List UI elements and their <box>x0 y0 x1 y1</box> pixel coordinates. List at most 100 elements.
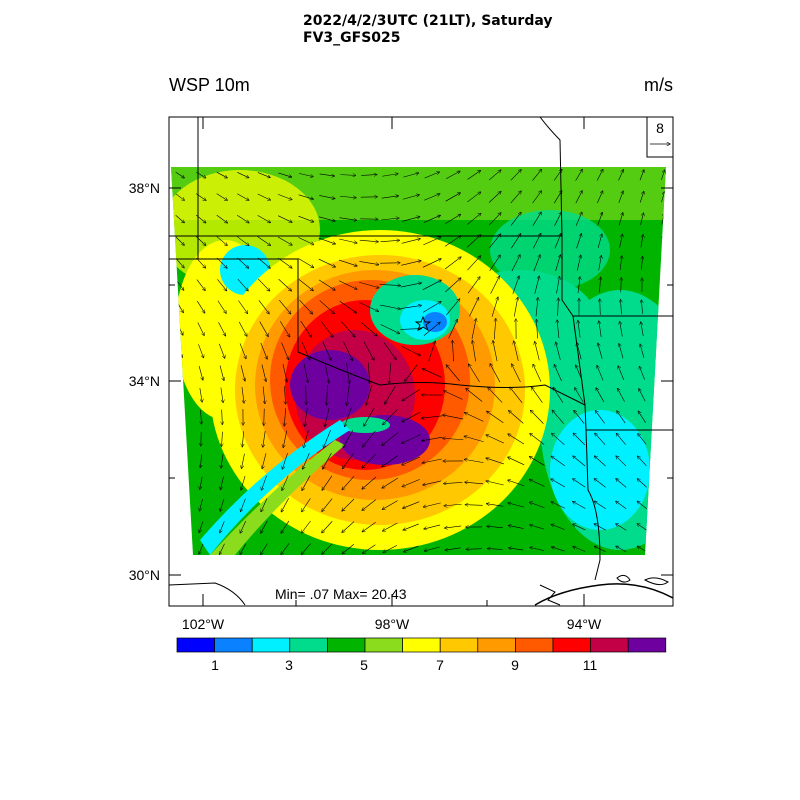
wind-vector <box>445 547 461 550</box>
wind-vector <box>218 322 226 335</box>
wind-vector <box>428 341 436 361</box>
wind-vector <box>298 258 313 267</box>
wind-vector <box>379 284 401 285</box>
wind-vector <box>216 193 228 201</box>
wind-vector <box>487 504 504 507</box>
colorbar-label-1: 1 <box>211 657 219 673</box>
wind-vector <box>509 411 524 424</box>
title-line-2: FV3_GFS025 <box>303 30 401 46</box>
wind-vector <box>452 341 453 362</box>
wind-vector <box>260 342 267 359</box>
wind-vector <box>178 521 182 532</box>
wind-vector <box>340 321 355 337</box>
wind-vector <box>662 323 665 336</box>
wind-vector <box>368 362 370 384</box>
wind-vector <box>199 387 202 402</box>
wind-vector <box>551 456 565 467</box>
wind-vector <box>239 343 246 358</box>
wind-vector <box>638 411 646 423</box>
wind-vector <box>445 278 460 293</box>
wind-vector <box>303 452 310 469</box>
wind-vector <box>222 431 223 447</box>
wind-vector <box>660 389 666 401</box>
wind-vector <box>424 524 441 529</box>
wind-vector <box>575 212 582 226</box>
wind-vector <box>361 175 377 176</box>
wind-vector <box>597 191 602 204</box>
wind-vector <box>303 430 309 447</box>
wind-vector <box>257 193 271 200</box>
wind-vector <box>219 365 224 381</box>
wind-vector <box>319 195 334 198</box>
wind-vector <box>363 341 374 360</box>
lat-label-30n: 30°N <box>129 567 160 583</box>
wind-vector <box>422 415 443 418</box>
wind-vector <box>616 456 627 467</box>
wind-vector <box>380 324 400 333</box>
title-line-1: 2022/4/2/3UTC (21LT), Saturday <box>303 13 553 29</box>
wind-vector <box>530 547 544 551</box>
wind-vector <box>487 526 503 528</box>
wind-vector <box>281 498 289 511</box>
wind-vector <box>261 364 266 382</box>
map-title: 2022/4/2/3UTC (21LT), Saturday FV3_GFS02… <box>303 13 552 47</box>
wind-vector <box>445 214 460 224</box>
wind-vector <box>577 277 580 294</box>
wind-vector <box>383 522 398 531</box>
wind-vector <box>381 218 399 221</box>
wind-vector <box>298 279 313 290</box>
wind-vector <box>619 234 623 248</box>
wind-vector <box>641 256 642 270</box>
colorbar-swatch <box>327 637 366 653</box>
wind-vector <box>257 257 270 268</box>
wind-vector <box>323 430 331 448</box>
wind-vector <box>196 279 205 291</box>
wind-vector <box>639 191 644 203</box>
colorbar-swatch <box>402 637 441 653</box>
wind-vector <box>532 387 543 403</box>
wind-vector <box>423 480 442 485</box>
wind-vector <box>445 236 461 247</box>
wind-vector <box>300 320 312 337</box>
wind-vector <box>175 215 185 223</box>
wind-vector <box>529 479 545 487</box>
wind-vector <box>594 501 606 509</box>
wind-vector <box>175 193 185 201</box>
wind-vector <box>179 499 182 510</box>
wind-vector <box>465 505 483 506</box>
wind-vector <box>535 342 540 361</box>
wind-vector <box>362 499 377 511</box>
wind-vector <box>325 407 330 427</box>
wind-vector <box>380 240 400 241</box>
wind-vector <box>578 321 581 338</box>
wind-vector <box>486 458 504 465</box>
wind-vector <box>301 520 311 533</box>
wind-vector <box>338 259 357 266</box>
wind-vector <box>576 255 581 271</box>
longitude-ticks <box>202 117 585 606</box>
wind-vector <box>177 366 182 380</box>
wind-vector <box>510 191 521 204</box>
wind-vector <box>424 172 440 179</box>
wind-vector <box>621 300 622 315</box>
wind-vector <box>343 341 352 361</box>
wind-vector <box>660 412 666 423</box>
wind-vector <box>402 411 421 422</box>
wind-vector <box>282 475 289 491</box>
wind-vector <box>596 169 603 181</box>
wind-vector <box>322 475 333 490</box>
wind-vector <box>305 407 308 426</box>
wind-vector <box>467 277 480 294</box>
wind-vector <box>488 191 501 203</box>
wind-vector <box>530 502 545 509</box>
wind-vector <box>216 236 227 246</box>
wind-vector <box>322 543 333 554</box>
wind-vector <box>444 504 462 506</box>
wind-vector <box>221 453 224 468</box>
wind-vector <box>444 482 463 483</box>
wind-vector <box>535 298 538 317</box>
wind-vector <box>401 239 420 244</box>
wind-vector <box>347 384 350 406</box>
wind-vector <box>640 344 645 358</box>
wind-vector <box>618 213 623 226</box>
